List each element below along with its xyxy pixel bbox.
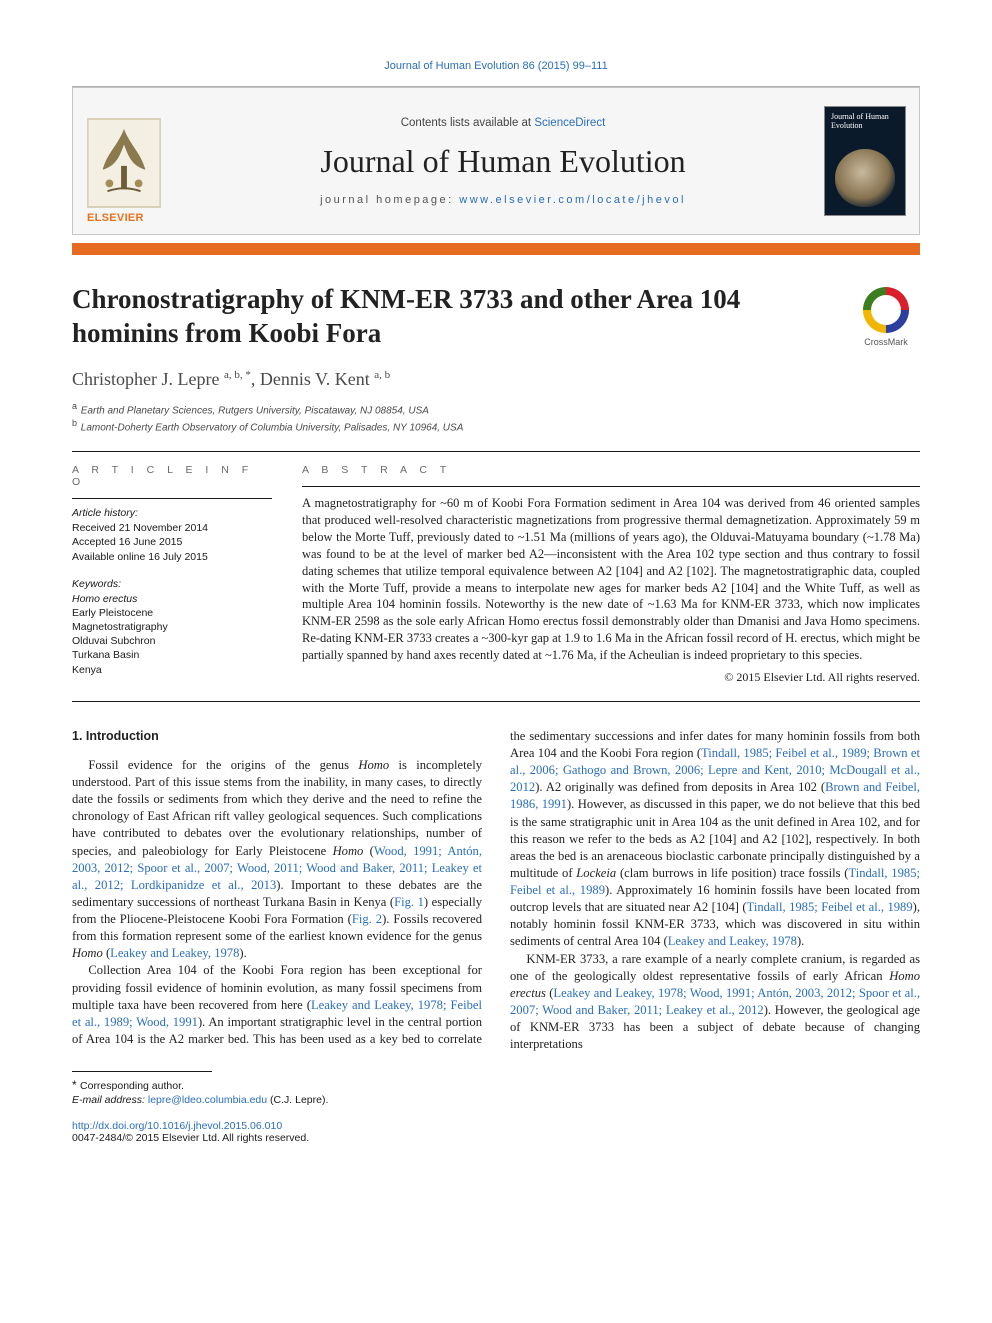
abstract-divider: [302, 486, 920, 487]
abstract-text: A magnetostratigraphy for ~60 m of Koobi…: [302, 495, 920, 664]
keyword-item: Early Pleistocene: [72, 606, 272, 620]
crossmark-label: CrossMark: [864, 337, 908, 347]
running-header: Journal of Human Evolution 86 (2015) 99–…: [72, 60, 920, 72]
journal-homepage-link[interactable]: www.elsevier.com/locate/jhevol: [459, 194, 686, 206]
citation-link-7[interactable]: Tindall, 1985; Feibel et al., 1989: [747, 900, 913, 914]
keywords-label: Keywords:: [72, 578, 272, 590]
homepage-prefix: journal homepage:: [320, 194, 459, 206]
journal-cover-thumbnail: Journal of Human Evolution: [824, 106, 906, 216]
keywords-list: Homo erectusEarly PleistoceneMagnetostra…: [72, 592, 272, 677]
doi-link[interactable]: http://dx.doi.org/10.1016/j.jhevol.2015.…: [72, 1120, 282, 1132]
p1-a: Fossil evidence for the origins of the g…: [88, 758, 358, 772]
corresponding-author-label: Corresponding author.: [80, 1080, 184, 1092]
contents-prefix: Contents lists available at: [401, 117, 535, 129]
article-title: Chronostratigraphy of KNM-ER 3733 and ot…: [72, 283, 840, 351]
p2-c: ). A2 originally was defined from deposi…: [535, 780, 825, 794]
publisher-name: ELSEVIER: [87, 212, 173, 224]
citation-link[interactable]: Journal of Human Evolution 86 (2015) 99–…: [384, 60, 607, 72]
article-history-list: Received 21 November 2014Accepted 16 Jun…: [72, 521, 272, 564]
email-person: (C.J. Lepre).: [270, 1094, 328, 1106]
crossmark-badge[interactable]: CrossMark: [852, 287, 920, 347]
corresponding-author-footnote: * Corresponding author. E-mail address: …: [72, 1078, 920, 1107]
section-divider-top: [72, 451, 920, 452]
figure-ref-1[interactable]: Fig. 1: [394, 895, 424, 909]
abstract-column: A B S T R A C T A magnetostratigraphy fo…: [302, 464, 920, 685]
crossmark-icon: [863, 287, 909, 333]
intro-paragraph-3: KNM-ER 3733, a rare example of a nearly …: [510, 951, 920, 1054]
journal-cover-block: Journal of Human Evolution: [823, 88, 919, 234]
genus-homo-3: Homo: [72, 946, 103, 960]
lockeia-italic: Lockeia: [576, 866, 616, 880]
intro-paragraph-1: Fossil evidence for the origins of the g…: [72, 757, 482, 963]
p1-c: (: [363, 844, 374, 858]
figure-ref-2[interactable]: Fig. 2: [352, 912, 382, 926]
article-history-label: Article history:: [72, 507, 272, 519]
journal-header-box: ELSEVIER Contents lists available at Sci…: [72, 87, 920, 235]
article-header: CrossMark Chronostratigraphy of KNM-ER 3…: [72, 283, 920, 435]
journal-homepage-line: journal homepage: www.elsevier.com/locat…: [320, 194, 686, 206]
contents-available-line: Contents lists available at ScienceDirec…: [401, 117, 606, 129]
abstract-copyright: © 2015 Elsevier Ltd. All rights reserved…: [302, 670, 920, 685]
sciencedirect-link[interactable]: ScienceDirect: [534, 117, 605, 129]
keyword-item: Kenya: [72, 663, 272, 677]
keyword-item: Turkana Basin: [72, 648, 272, 662]
header-center: Contents lists available at ScienceDirec…: [183, 88, 823, 234]
citation-link-8[interactable]: Leakey and Leakey, 1978: [668, 934, 797, 948]
author-list: Christopher J. Lepre a, b, *, Dennis V. …: [72, 369, 920, 390]
keyword-item: Olduvai Subchron: [72, 634, 272, 648]
journal-name: Journal of Human Evolution: [320, 143, 685, 180]
affiliation-line: b Lamont-Doherty Earth Observatory of Co…: [72, 417, 920, 435]
elsevier-tree-icon: [87, 118, 161, 208]
article-info-column: A R T I C L E I N F O Article history: R…: [72, 464, 272, 685]
history-line: Accepted 16 June 2015: [72, 535, 272, 549]
info-abstract-row: A R T I C L E I N F O Article history: R…: [72, 464, 920, 685]
p2-h: ).: [797, 934, 804, 948]
p3-a: KNM-ER 3733, a rare example of a nearly …: [510, 952, 920, 983]
info-divider: [72, 498, 272, 499]
keyword-item: Magnetostratigraphy: [72, 620, 272, 634]
p1-h: ).: [239, 946, 246, 960]
cover-skull-image: [835, 149, 895, 207]
history-line: Available online 16 July 2015: [72, 550, 272, 564]
email-label: E-mail address:: [72, 1094, 145, 1106]
keyword-item: Homo erectus: [72, 592, 272, 606]
body-two-columns: 1. Introduction Fossil evidence for the …: [72, 728, 920, 1053]
corresponding-email-link[interactable]: lepre@ldeo.columbia.edu: [148, 1094, 267, 1106]
publisher-logo-block: ELSEVIER: [73, 88, 183, 234]
abstract-label: A B S T R A C T: [302, 464, 920, 476]
page: Journal of Human Evolution 86 (2015) 99–…: [0, 0, 992, 1184]
affiliation-line: a Earth and Planetary Sciences, Rutgers …: [72, 400, 920, 418]
section-divider-bottom: [72, 701, 920, 702]
p2-e: (clam burrows in life position) trace fo…: [616, 866, 848, 880]
section-heading-intro: 1. Introduction: [72, 728, 482, 745]
doi-block: http://dx.doi.org/10.1016/j.jhevol.2015.…: [72, 1120, 920, 1144]
footnote-separator: [72, 1071, 212, 1072]
cover-title: Journal of Human Evolution: [831, 113, 899, 131]
affiliations: a Earth and Planetary Sciences, Rutgers …: [72, 400, 920, 436]
history-line: Received 21 November 2014: [72, 521, 272, 535]
issn-copyright-line: 0047-2484/© 2015 Elsevier Ltd. All right…: [72, 1132, 309, 1144]
genus-homo-2: Homo: [333, 844, 364, 858]
star-icon: *: [72, 1078, 80, 1092]
citation-link-2[interactable]: Leakey and Leakey, 1978: [110, 946, 239, 960]
genus-homo-1: Homo: [358, 758, 389, 772]
orange-accent-bar: [72, 243, 920, 255]
article-info-label: A R T I C L E I N F O: [72, 464, 272, 488]
